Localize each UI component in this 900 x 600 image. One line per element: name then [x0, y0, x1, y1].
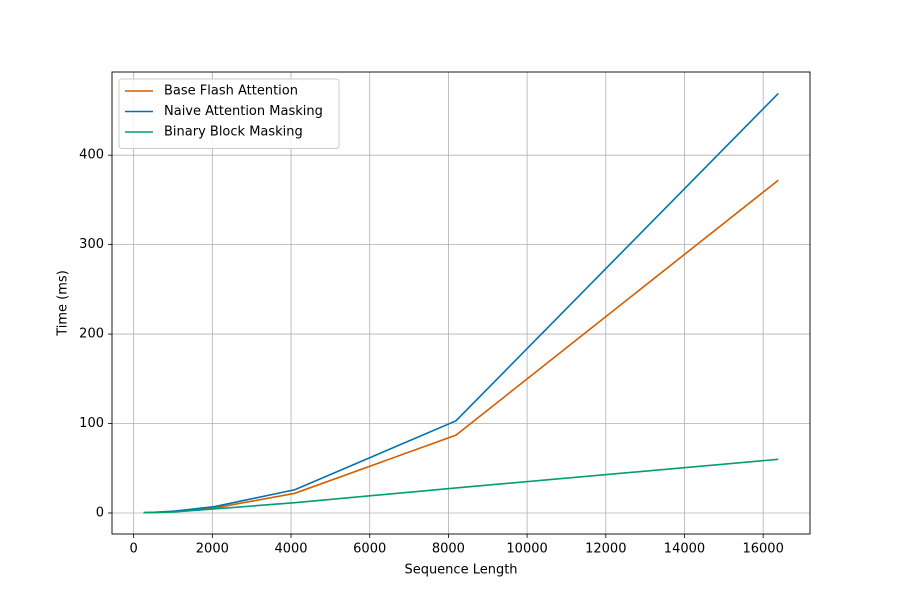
y-axis-label: Time (ms) — [56, 270, 71, 337]
x-tick-label: 2000 — [196, 542, 229, 557]
x-tick-label: 12000 — [585, 542, 626, 557]
y-tick-label: 200 — [79, 327, 104, 342]
series-line — [143, 458, 779, 514]
legend-label: Binary Block Masking — [164, 125, 303, 140]
plot-area: 0 2000 4000 6000 8000 10000 12000 14000 16000 0 10… — [79, 71, 811, 557]
x-tick-label: 16000 — [742, 542, 783, 557]
legend-label: Naive Attention Masking — [164, 104, 323, 119]
axes-frame — [111, 71, 811, 535]
y-tick-label: 400 — [79, 148, 104, 163]
y-tick-label: 300 — [79, 237, 104, 252]
y-tick-label: 100 — [79, 416, 104, 431]
x-tick-label: 4000 — [274, 542, 307, 557]
x-tick-label: 14000 — [664, 542, 705, 557]
x-tick-label: 0 — [129, 542, 137, 557]
legend: Base Flash Attention Naive Attention Mask… — [118, 78, 340, 149]
x-tick-label: 8000 — [432, 542, 465, 557]
y-tick-label: 0 — [96, 505, 104, 520]
x-axis-label: Sequence Length — [404, 563, 517, 578]
legend-box — [118, 78, 340, 149]
x-tick-label: 6000 — [353, 542, 386, 557]
x-tick-label: 10000 — [506, 542, 547, 557]
legend-label: Base Flash Attention — [164, 84, 298, 99]
